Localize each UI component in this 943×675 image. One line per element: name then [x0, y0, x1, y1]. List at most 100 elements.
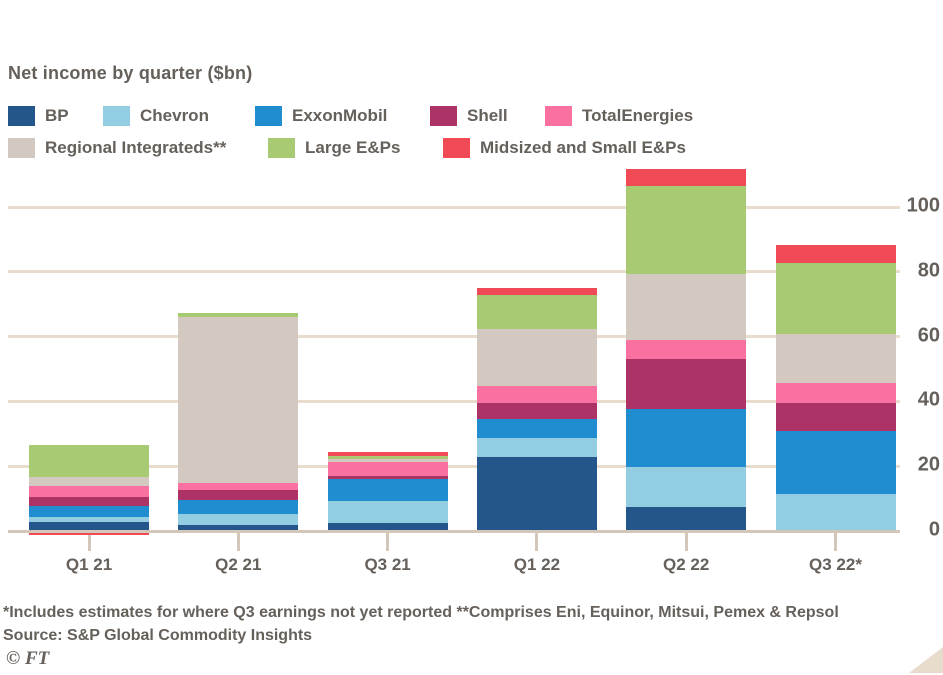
bar-segment: [29, 517, 149, 523]
legend-label: TotalEnergies: [582, 106, 694, 125]
bar-segment: [626, 358, 747, 409]
x-axis-tick: [236, 533, 240, 551]
x-axis-line: [8, 529, 900, 533]
x-axis-tick: [834, 533, 837, 551]
legend-label: Shell: [467, 106, 508, 125]
bar-segment: [327, 501, 448, 523]
bar-segment: [29, 522, 149, 531]
source: Source: S&P Global Commodity Insights: [3, 627, 313, 644]
bar-segment: [626, 339, 747, 359]
y-axis-label: 0: [928, 518, 940, 541]
legend-label: Large E&Ps: [305, 138, 401, 157]
legend-label: Chevron: [140, 106, 209, 125]
bar-segment: [626, 185, 747, 274]
legend-swatch: [8, 106, 35, 126]
bar-segment: [29, 444, 149, 477]
y-axis-label: 20: [917, 453, 940, 476]
x-axis-label: Q1 21: [65, 555, 113, 574]
bar-segment: [29, 532, 149, 536]
bar-segment: [178, 313, 299, 317]
ft-credit: © FT: [6, 648, 50, 669]
x-axis-label: Q3 21: [364, 555, 411, 574]
bar-segment: [178, 513, 299, 525]
legend-item-exxonmobil: ExxonMobil: [255, 106, 387, 126]
plot-area: 0 20 40 60 80 100 Q1 21 Q2 21 Q3 21 Q1 22 Q2 22 Q3 …: [8, 168, 940, 574]
legend-label: Regional Integrateds**: [45, 138, 227, 157]
legend-swatch: [430, 106, 457, 126]
legend-label: BP: [45, 106, 69, 125]
x-axis-label: Q2 22: [663, 555, 710, 574]
bar-segment: [327, 458, 448, 462]
bar-segment: [476, 437, 597, 457]
gridline: [8, 464, 900, 468]
gridline: [8, 205, 900, 209]
legend-item-bp: BP: [8, 106, 69, 126]
bar-segment: [178, 483, 299, 491]
x-axis-tick: [535, 533, 539, 551]
y-axis-label: 100: [906, 194, 940, 217]
bar-segment: [775, 334, 896, 383]
bar-segment: [476, 295, 597, 329]
bar-segment: [626, 507, 747, 531]
bar-segment: [327, 476, 448, 480]
bar-segment: [476, 328, 597, 386]
bar-segment: [775, 263, 896, 334]
bar-segment: [476, 287, 597, 296]
legend-swatch: [8, 138, 35, 158]
bar-segment: [178, 490, 299, 501]
bar-segment: [327, 451, 448, 456]
bar-segment: [775, 245, 896, 264]
x-axis-tick: [684, 533, 688, 551]
legend-swatch: [268, 138, 295, 158]
bar-segment: [775, 382, 896, 403]
chart-title: Net income by quarter ($bn): [8, 63, 253, 83]
bar-segment: [775, 403, 896, 431]
bar-segment: [178, 316, 299, 484]
gridline: [8, 270, 900, 274]
bar-segment: [327, 461, 448, 477]
bar-segment: [178, 524, 299, 531]
legend-label: ExxonMobil: [292, 106, 388, 125]
legend-label: Midsized and Small E&Ps: [480, 138, 686, 157]
legend-item-chevron: Chevron: [103, 106, 209, 126]
bar-segment: [775, 430, 896, 495]
legend-swatch: [443, 138, 470, 158]
bar-segment: [476, 385, 597, 403]
bar-segment: [29, 506, 149, 518]
bar-segment: [178, 500, 299, 514]
y-axis-label: 60: [917, 323, 940, 346]
bar-segment: [29, 476, 149, 487]
gridline: [8, 335, 900, 339]
legend-item-totalenergies: TotalEnergies: [545, 106, 693, 126]
x-axis-label: Q1 22: [513, 555, 561, 574]
bar-segment: [327, 522, 448, 531]
bar-segment: [476, 402, 597, 419]
legend-swatch: [103, 106, 130, 126]
bar-segment: [476, 418, 597, 438]
y-axis-label: 40: [917, 388, 940, 411]
legend-swatch: [255, 106, 282, 126]
x-axis-tick: [386, 533, 390, 551]
corner-triangle-icon: [909, 647, 943, 673]
bar-segment: [626, 273, 747, 340]
x-axis-tick: [87, 533, 91, 551]
footnote: *Includes estimates for where Q3 earning…: [3, 604, 839, 621]
bar-segment: [775, 494, 896, 531]
bar-segment: [327, 455, 448, 459]
bar-segment: [626, 467, 747, 508]
bar-segment: [327, 479, 448, 502]
bar-segment: [29, 486, 149, 497]
bar-segment: [626, 168, 747, 186]
x-axis-label: Q3 22*: [809, 555, 862, 574]
legend-item-midsized-small-eps: Midsized and Small E&Ps: [443, 138, 686, 158]
legend-item-regional-integrateds: Regional Integrateds**: [8, 138, 226, 158]
bar-segment: [476, 456, 597, 531]
x-axis-label: Q2 21: [215, 555, 262, 574]
bar-segment: [626, 408, 747, 468]
y-axis-label: 80: [917, 259, 940, 282]
legend-swatch: [545, 106, 572, 126]
legend-item-shell: Shell: [430, 106, 508, 126]
gridline: [8, 399, 900, 403]
legend-item-large-eps: Large E&Ps: [268, 138, 400, 158]
